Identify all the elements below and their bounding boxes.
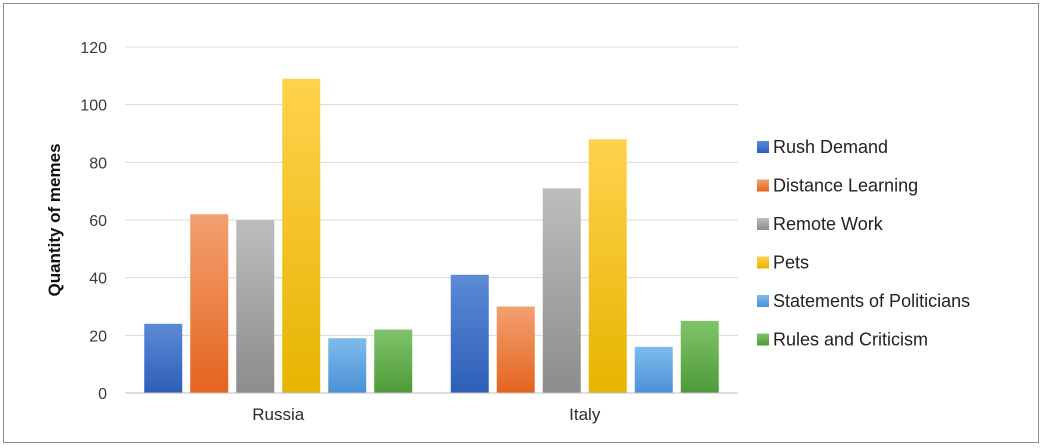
y-axis-ticks: 0 20 40 60 80 100 120: [80, 40, 107, 403]
y-tick-label: 0: [98, 386, 107, 403]
x-category-label: Russia: [252, 405, 305, 424]
bar: [374, 329, 413, 393]
bar: [236, 220, 275, 393]
y-tick-label: 20: [89, 328, 107, 345]
bar: [190, 214, 229, 393]
legend-label: Rules and Criticism: [773, 330, 928, 350]
y-tick-label: 80: [89, 155, 107, 172]
y-tick-label: 100: [80, 98, 107, 115]
legend-label: Rush Demand: [773, 137, 888, 157]
legend-swatch: [757, 333, 769, 346]
bars: [144, 78, 719, 393]
y-tick-label: 40: [89, 271, 107, 288]
bar: [588, 139, 627, 393]
legend-swatch: [757, 256, 769, 269]
bar: [282, 78, 321, 393]
bar: [542, 188, 581, 393]
legend-label: Statements of Politicians: [773, 291, 970, 311]
bar: [634, 346, 673, 393]
bar: [144, 323, 183, 393]
legend-swatch: [757, 295, 769, 307]
legend-label: Pets: [773, 253, 809, 273]
legend-swatch: [757, 141, 769, 153]
legend-swatch: [757, 218, 769, 230]
legend-label: Remote Work: [773, 214, 884, 234]
legend-swatch: [757, 179, 769, 192]
y-tick-label: 120: [80, 40, 107, 57]
bar: [496, 306, 535, 393]
legend-label: Distance Learning: [773, 176, 918, 196]
x-axis-categories: Russia Italy: [252, 405, 601, 424]
x-category-label: Italy: [569, 405, 601, 424]
bar: [328, 338, 367, 393]
bar: [680, 320, 719, 393]
legend: Rush Demand Distance Learning Remote Work P…: [757, 137, 970, 350]
bar: [450, 274, 489, 393]
y-tick-label: 60: [89, 213, 107, 230]
y-axis-label: Quantity of memes: [45, 143, 64, 296]
